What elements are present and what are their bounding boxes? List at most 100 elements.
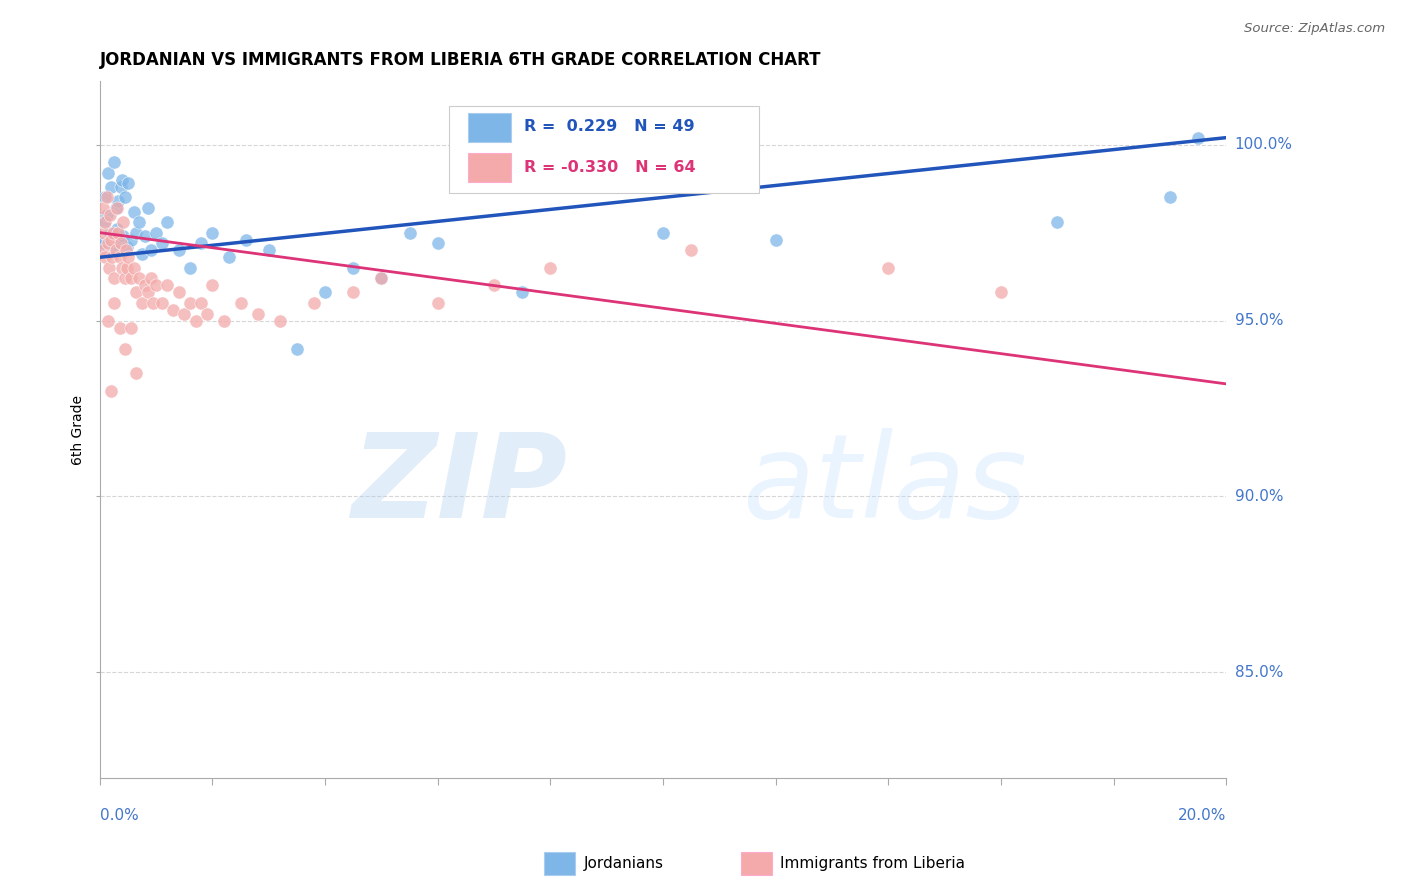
Point: [97, 236, 120, 251]
Point: [114, 190, 136, 204]
Point: [652, 226, 675, 240]
Point: [122, 260, 145, 275]
Point: [98, 226, 121, 240]
Point: [120, 320, 142, 334]
Point: [103, 155, 125, 169]
Point: [342, 260, 364, 275]
Point: [190, 236, 212, 251]
Point: [765, 233, 787, 247]
Point: [90, 244, 112, 258]
Point: [94, 215, 117, 229]
Point: [100, 180, 122, 194]
Point: [103, 296, 125, 310]
Point: [96, 190, 118, 204]
Point: [128, 271, 150, 285]
Point: [235, 233, 257, 247]
Point: [1187, 130, 1209, 145]
Point: [285, 342, 308, 356]
Point: [201, 226, 224, 240]
Point: [108, 320, 131, 334]
Point: [120, 271, 142, 285]
Point: [179, 296, 201, 310]
Point: [269, 313, 291, 327]
Point: [184, 313, 207, 327]
Point: [510, 285, 533, 300]
Text: 95.0%: 95.0%: [1234, 313, 1284, 328]
Point: [370, 271, 392, 285]
Point: [104, 201, 127, 215]
Point: [482, 278, 505, 293]
Point: [115, 260, 138, 275]
Point: [93, 215, 115, 229]
Point: [156, 215, 179, 229]
Point: [167, 244, 190, 258]
Point: [107, 194, 129, 208]
Point: [136, 285, 159, 300]
Point: [145, 278, 167, 293]
Point: [1046, 215, 1069, 229]
Point: [877, 260, 900, 275]
Point: [134, 229, 156, 244]
Point: [142, 296, 165, 310]
Point: [112, 229, 135, 244]
Point: [229, 296, 252, 310]
Point: [91, 201, 114, 215]
Point: [128, 215, 150, 229]
Point: [100, 233, 122, 247]
Point: [103, 271, 125, 285]
Point: [370, 271, 392, 285]
Text: 90.0%: 90.0%: [1234, 489, 1284, 504]
Text: atlas: atlas: [742, 428, 1026, 542]
Point: [115, 240, 138, 254]
Point: [97, 260, 120, 275]
Point: [117, 177, 139, 191]
Point: [101, 250, 124, 264]
FancyBboxPatch shape: [468, 153, 510, 182]
Point: [98, 208, 121, 222]
Point: [139, 271, 162, 285]
Point: [195, 307, 218, 321]
Point: [111, 260, 134, 275]
Point: [173, 307, 195, 321]
Point: [398, 226, 420, 240]
Text: Jordanians: Jordanians: [583, 856, 664, 871]
Point: [302, 296, 325, 310]
Text: 0.0%: 0.0%: [100, 808, 139, 823]
Point: [131, 296, 153, 310]
Point: [117, 250, 139, 264]
Point: [125, 367, 148, 381]
Point: [110, 236, 132, 251]
Point: [162, 303, 184, 318]
Text: R =  0.229   N = 49: R = 0.229 N = 49: [524, 120, 695, 135]
Point: [156, 278, 179, 293]
Point: [125, 285, 148, 300]
Point: [150, 296, 173, 310]
Point: [314, 285, 336, 300]
Point: [179, 260, 201, 275]
Point: [426, 236, 449, 251]
Point: [96, 208, 118, 222]
Point: [114, 244, 136, 258]
Point: [167, 285, 190, 300]
Point: [681, 244, 703, 258]
Point: [150, 236, 173, 251]
Point: [100, 384, 122, 398]
Y-axis label: 6th Grade: 6th Grade: [72, 394, 86, 465]
Point: [114, 271, 136, 285]
Point: [110, 180, 132, 194]
Point: [1159, 190, 1181, 204]
Point: [105, 222, 128, 236]
Point: [112, 215, 135, 229]
Point: [139, 244, 162, 258]
Point: [218, 250, 240, 264]
Text: R = -0.330   N = 64: R = -0.330 N = 64: [524, 160, 696, 175]
Point: [97, 313, 120, 327]
Point: [342, 285, 364, 300]
Text: Source: ZipAtlas.com: Source: ZipAtlas.com: [1244, 22, 1385, 36]
Point: [97, 166, 120, 180]
Point: [94, 250, 117, 264]
Point: [108, 250, 131, 264]
Point: [246, 307, 269, 321]
Text: JORDANIAN VS IMMIGRANTS FROM LIBERIA 6TH GRADE CORRELATION CHART: JORDANIAN VS IMMIGRANTS FROM LIBERIA 6TH…: [100, 51, 821, 69]
Point: [990, 285, 1012, 300]
